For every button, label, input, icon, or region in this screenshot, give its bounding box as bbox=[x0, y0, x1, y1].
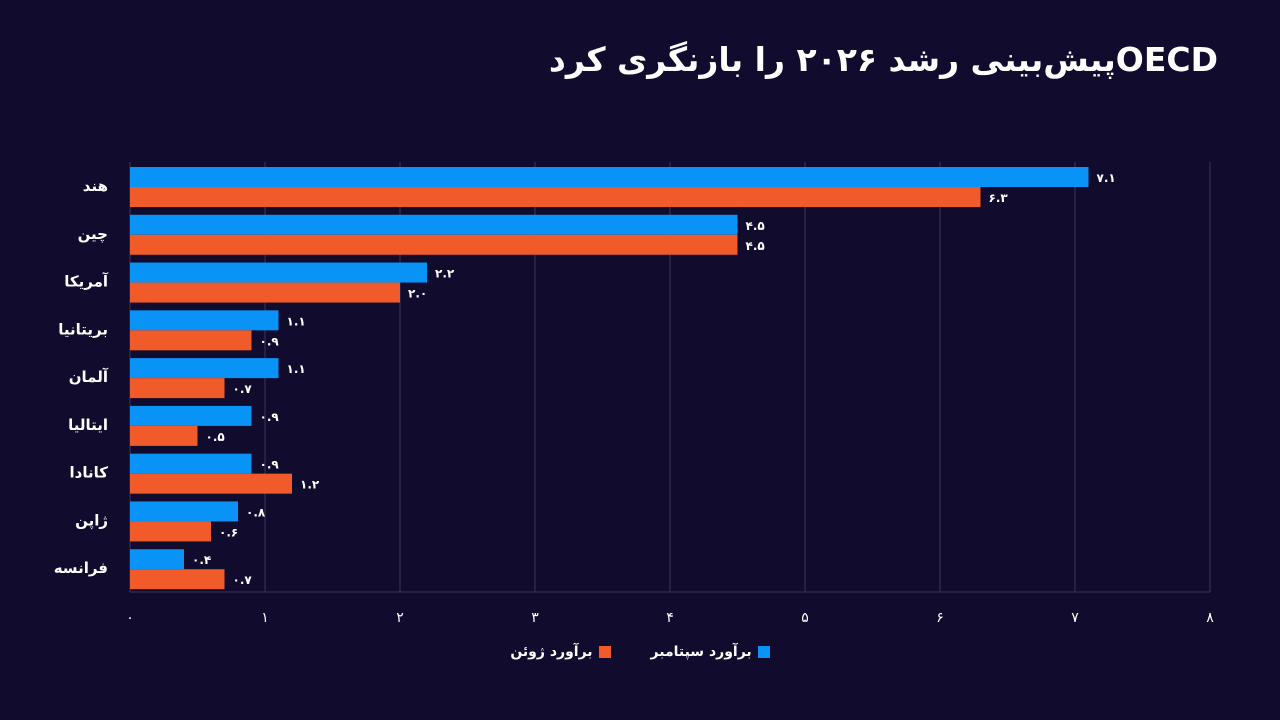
data-label: ۱.۱ bbox=[287, 314, 306, 328]
x-tick-label: ۰ bbox=[126, 610, 134, 626]
data-label: ۱.۱ bbox=[287, 362, 306, 376]
bar-september bbox=[130, 549, 184, 570]
category-label: کانادا bbox=[70, 464, 109, 482]
legend-label-september: برآورد سپتامبر bbox=[650, 644, 752, 660]
bar-september bbox=[130, 501, 238, 522]
legend-label-june: برآورد ژوئن bbox=[510, 644, 593, 660]
x-tick-label: ۸ bbox=[1206, 610, 1214, 626]
category-label: بریتانیا bbox=[58, 320, 108, 338]
bar-june bbox=[130, 234, 738, 255]
category-label: ایتالیا bbox=[68, 416, 108, 434]
category-label: هند bbox=[83, 177, 108, 195]
bar-june bbox=[130, 282, 400, 303]
data-label: ۴.۵ bbox=[746, 219, 765, 233]
bar-september bbox=[130, 453, 252, 474]
bar-june bbox=[130, 187, 981, 207]
category-label: آمریکا bbox=[64, 273, 109, 291]
category-label: فرانسه bbox=[54, 559, 108, 577]
data-label: ۰.۹ bbox=[260, 410, 280, 424]
category-label: چین bbox=[78, 225, 108, 244]
bar-june bbox=[130, 521, 211, 542]
x-tick-label: ۳ bbox=[531, 610, 539, 626]
data-label: ۰.۷ bbox=[233, 573, 253, 587]
legend-item-june[interactable]: برآورد ژوئن bbox=[510, 644, 611, 660]
x-tick-label: ۱ bbox=[261, 610, 269, 626]
legend-swatch-september bbox=[757, 646, 770, 658]
data-label: ۰.۹ bbox=[260, 458, 280, 472]
chart-title: OECDپیش‌بینی رشد ۲۰۲۶ را بازنگری کرد bbox=[548, 40, 1218, 79]
legend: برآورد سپتامبر برآورد ژوئن bbox=[0, 644, 1280, 660]
data-label: ۶.۳ bbox=[989, 191, 1009, 205]
bar-june bbox=[130, 330, 252, 351]
category-label: آلمان bbox=[69, 368, 109, 386]
x-tick-label: ۶ bbox=[936, 610, 944, 626]
bar-june bbox=[130, 425, 198, 446]
bar-september bbox=[130, 214, 738, 235]
data-label: ۲.۲ bbox=[435, 267, 455, 281]
legend-item-september[interactable]: برآورد سپتامبر bbox=[651, 644, 770, 660]
bar-september bbox=[130, 167, 1089, 187]
x-tick-label: ۵ bbox=[801, 610, 809, 626]
data-label: ۰.۴ bbox=[192, 553, 211, 567]
data-label: ۲.۰ bbox=[408, 287, 427, 301]
bar-september bbox=[130, 262, 427, 283]
data-label: ۰.۹ bbox=[260, 334, 280, 348]
x-tick-label: ۴ bbox=[666, 610, 674, 626]
category-label: ژاپن bbox=[75, 511, 108, 530]
data-label: ۰.۷ bbox=[233, 382, 253, 396]
x-tick-label: ۷ bbox=[1071, 610, 1079, 626]
data-label: ۷.۱ bbox=[1097, 171, 1116, 185]
data-label: ۱.۲ bbox=[300, 478, 320, 492]
bar-june bbox=[130, 378, 225, 399]
bar-june bbox=[130, 473, 292, 494]
bar-june bbox=[130, 569, 225, 590]
legend-swatch-june bbox=[598, 646, 611, 658]
bar-september bbox=[130, 358, 279, 379]
data-label: ۰.۵ bbox=[206, 430, 225, 444]
bar-september bbox=[130, 310, 279, 331]
data-label: ۰.۸ bbox=[246, 505, 266, 519]
data-label: ۰.۶ bbox=[219, 525, 238, 539]
bar-september bbox=[130, 405, 252, 426]
data-label: ۴.۵ bbox=[746, 239, 765, 253]
x-tick-label: ۲ bbox=[396, 610, 404, 626]
